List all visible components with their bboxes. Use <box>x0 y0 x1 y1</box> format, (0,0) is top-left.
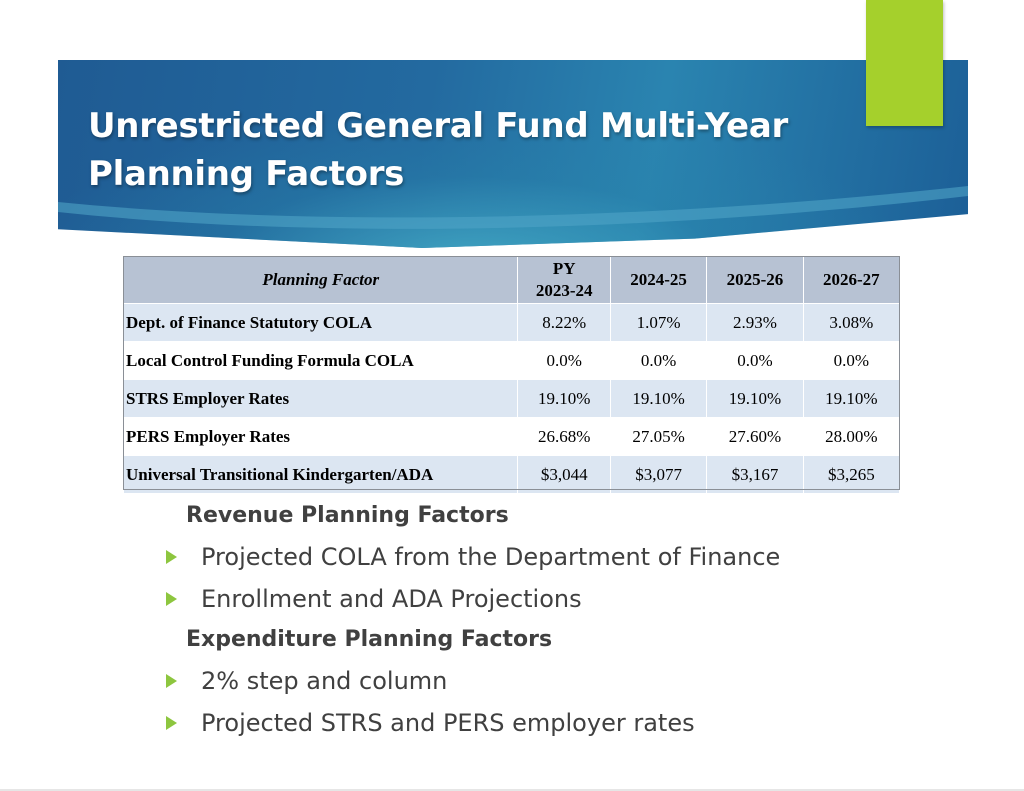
cell-2026-27: 0.0% <box>802 341 901 380</box>
triangle-right-icon <box>166 674 177 688</box>
table-row: STRS Employer Rates 19.10% 19.10% 19.10%… <box>122 379 901 418</box>
cell-2025-26: 27.60% <box>706 417 804 456</box>
header-planning-factor: Planning Factor <box>122 256 519 304</box>
cell-2024-25: 1.07% <box>609 303 708 342</box>
cell-2024-25: 27.05% <box>609 417 708 456</box>
cell-2026-27: 28.00% <box>802 417 901 456</box>
cell-2025-26: $3,167 <box>706 455 804 494</box>
row-label: Dept. of Finance Statutory COLA <box>122 303 519 342</box>
bullet-item: Projected COLA from the Department of Fi… <box>160 536 920 578</box>
header-2025-26: 2025-26 <box>706 256 804 304</box>
triangle-right-icon <box>166 716 177 730</box>
table-row: Universal Transitional Kindergarten/ADA … <box>122 455 901 494</box>
cell-2025-26: 0.0% <box>706 341 804 380</box>
table-border-top <box>123 256 900 257</box>
header-2026-27: 2026-27 <box>802 256 901 304</box>
header-py-line2: 2023-24 <box>535 281 593 300</box>
cell-2025-26: 2.93% <box>706 303 804 342</box>
table-border-right <box>899 256 900 490</box>
accent-tab <box>866 0 943 126</box>
table-border-bottom <box>123 489 900 490</box>
footer-divider <box>0 789 1024 791</box>
table-row: Local Control Funding Formula COLA 0.0% … <box>122 341 901 380</box>
header-py-line1: PY <box>552 259 576 278</box>
cell-2025-26: 19.10% <box>706 379 804 418</box>
row-label: Local Control Funding Formula COLA <box>122 341 519 380</box>
bullet-item: Enrollment and ADA Projections <box>160 578 920 620</box>
bullet-text: Enrollment and ADA Projections <box>201 585 582 613</box>
cell-2026-27: 3.08% <box>802 303 901 342</box>
cell-py: 19.10% <box>517 379 611 418</box>
cell-2024-25: 0.0% <box>609 341 708 380</box>
header-2024-25: 2024-25 <box>609 256 708 304</box>
slide-title: Unrestricted General Fund Multi-Year Pla… <box>88 106 788 194</box>
bullet-text: Projected COLA from the Department of Fi… <box>201 543 781 571</box>
triangle-right-icon <box>166 550 177 564</box>
cell-py: $3,044 <box>517 455 611 494</box>
cell-py: 0.0% <box>517 341 611 380</box>
bullet-item: 2% step and column <box>160 660 920 702</box>
expenditure-heading: Expenditure Planning Factors <box>186 627 553 652</box>
cell-2024-25: 19.10% <box>609 379 708 418</box>
cell-2026-27: $3,265 <box>802 455 901 494</box>
planning-factors-table: Planning Factor PY 2023-24 2024-25 2025-… <box>122 256 901 494</box>
cell-2024-25: $3,077 <box>609 455 708 494</box>
cell-py: 26.68% <box>517 417 611 456</box>
bullet-text: 2% step and column <box>201 667 448 695</box>
bullet-item: Projected STRS and PERS employer rates <box>160 702 920 744</box>
cell-py: 8.22% <box>517 303 611 342</box>
cell-2026-27: 19.10% <box>802 379 901 418</box>
table-header-row: Planning Factor PY 2023-24 2024-25 2025-… <box>122 256 901 304</box>
table-row: PERS Employer Rates 26.68% 27.05% 27.60%… <box>122 417 901 456</box>
triangle-right-icon <box>166 592 177 606</box>
slide-body: Revenue Planning Factors Projected COLA … <box>160 496 920 744</box>
header-py: PY 2023-24 <box>517 256 611 304</box>
table-row: Dept. of Finance Statutory COLA 8.22% 1.… <box>122 303 901 342</box>
table-border-left <box>123 256 124 490</box>
row-label: Universal Transitional Kindergarten/ADA <box>122 455 519 494</box>
row-label: PERS Employer Rates <box>122 417 519 456</box>
revenue-heading: Revenue Planning Factors <box>186 503 509 528</box>
row-label: STRS Employer Rates <box>122 379 519 418</box>
bullet-text: Projected STRS and PERS employer rates <box>201 709 695 737</box>
